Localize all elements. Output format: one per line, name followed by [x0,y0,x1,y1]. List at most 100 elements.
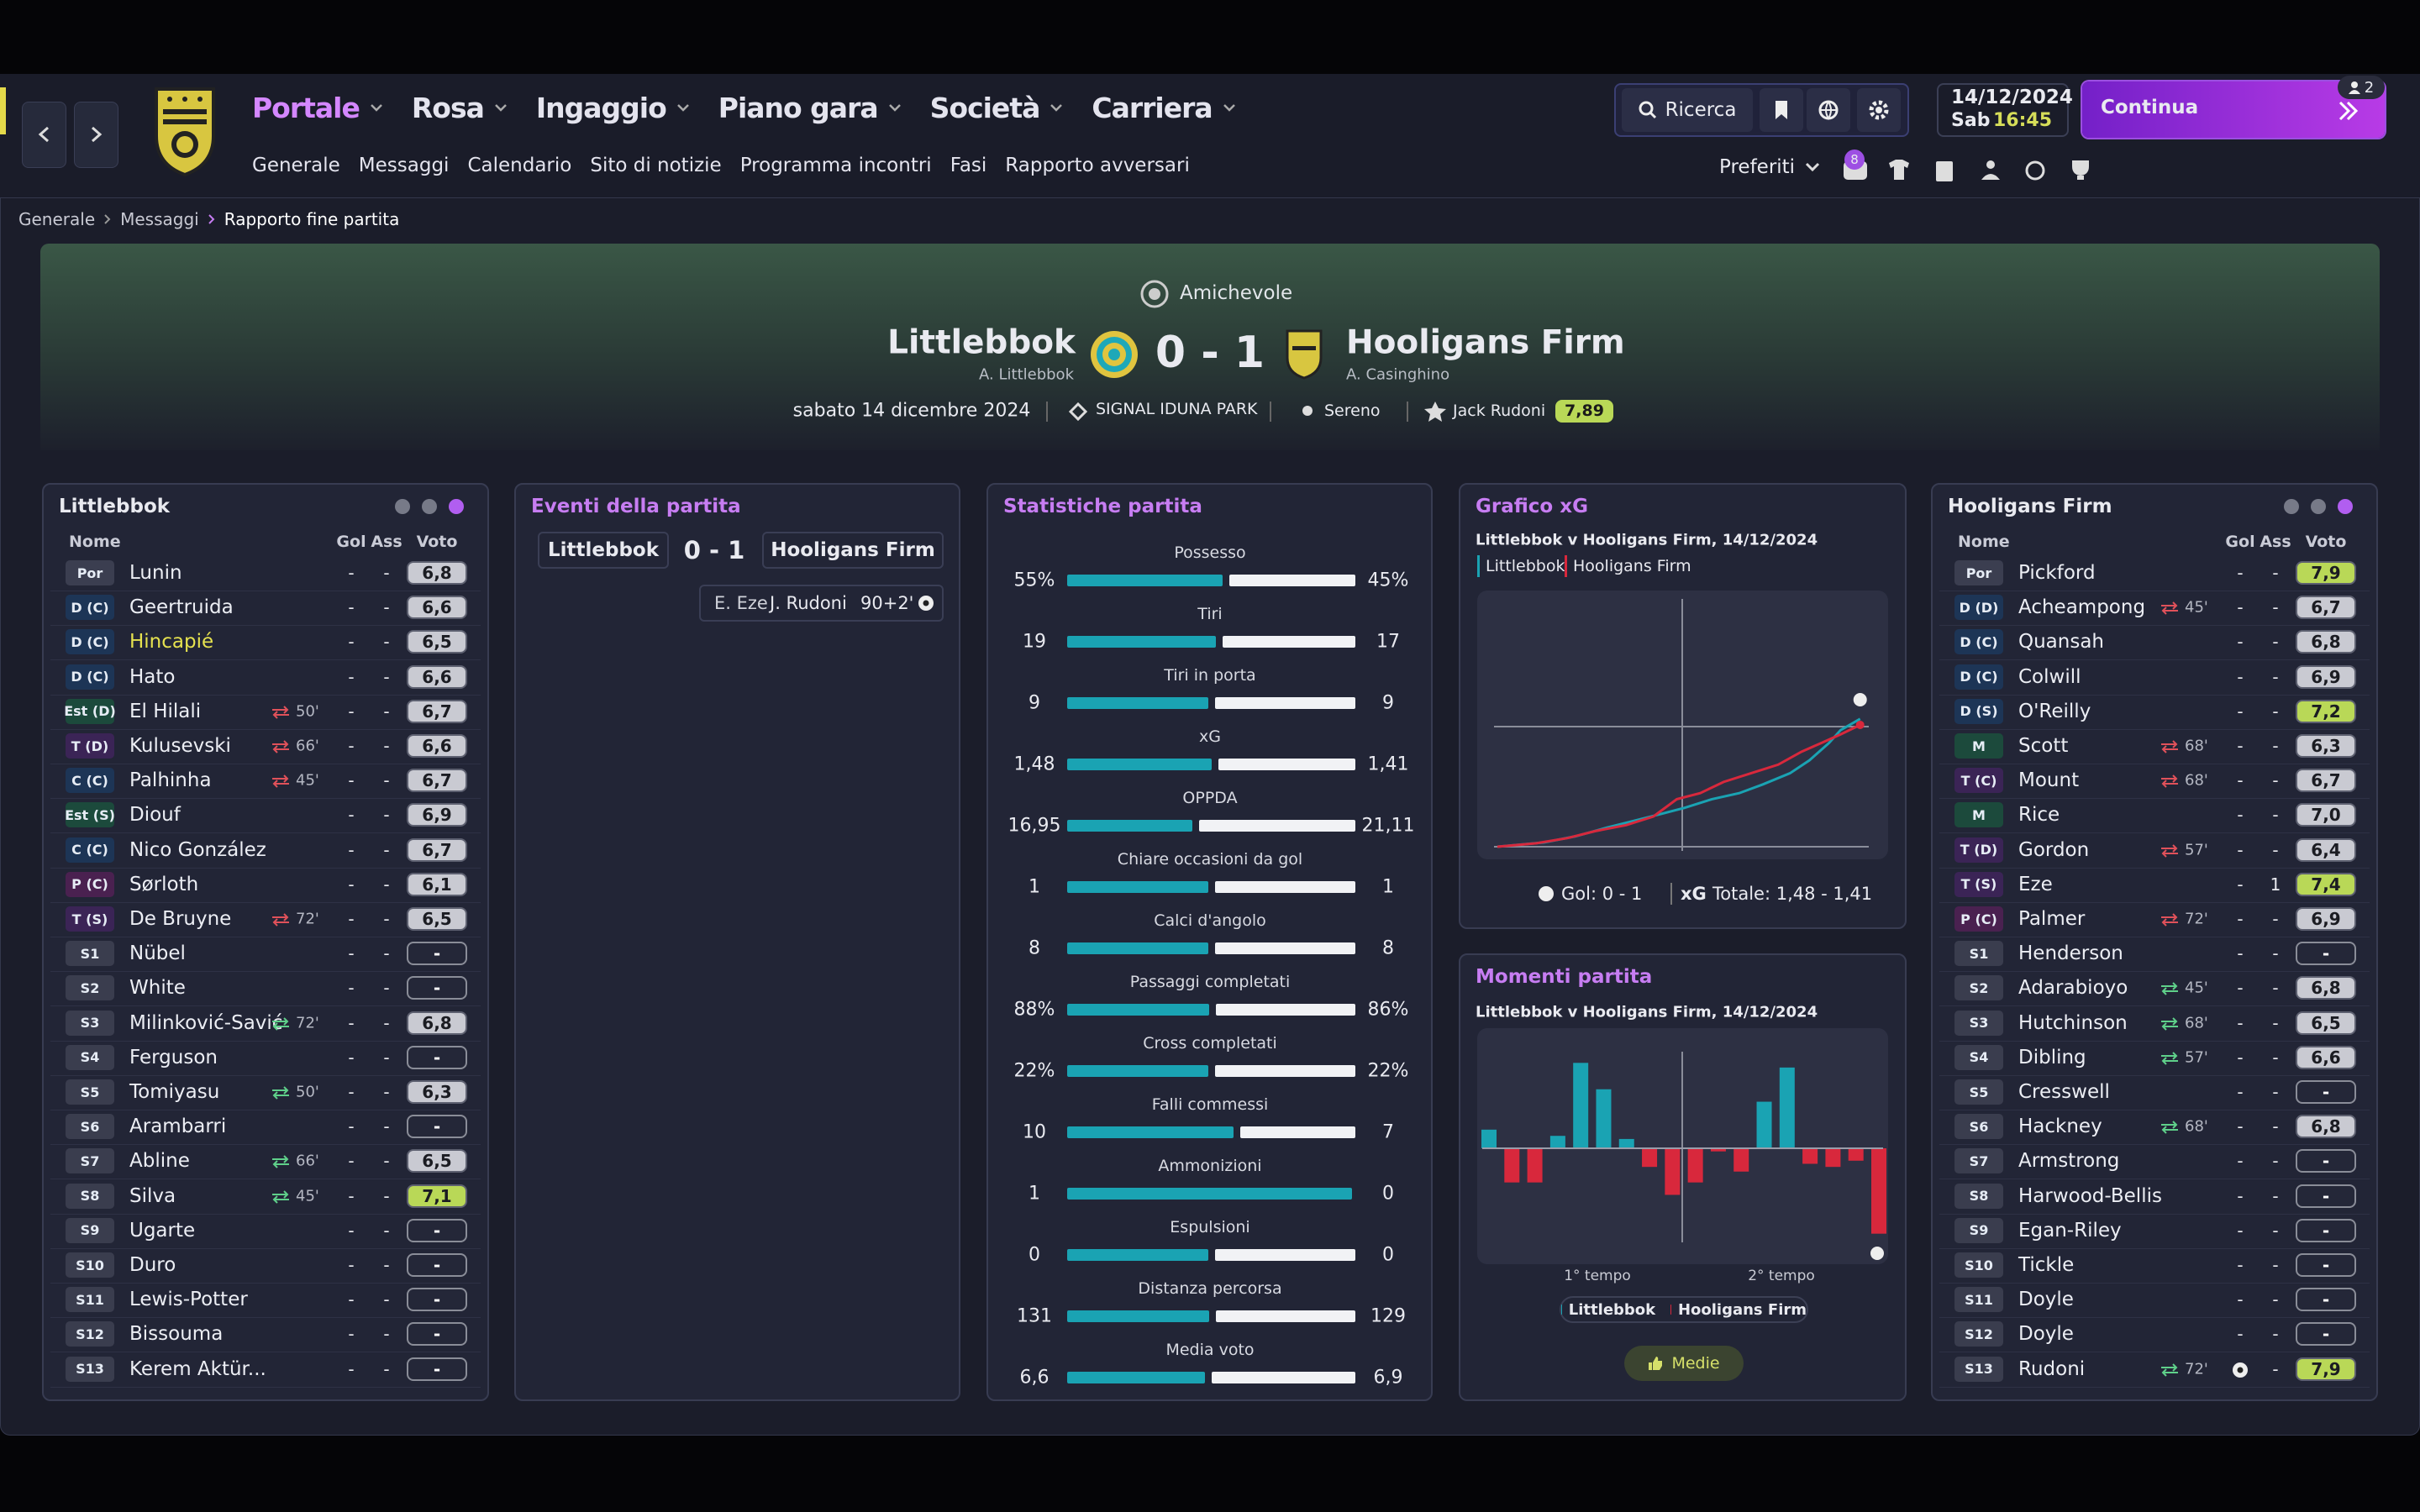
nav-tab[interactable]: Rosa [412,92,508,124]
player-row[interactable]: S2 White - - - [50,971,481,1007]
player-row[interactable]: S10 Duro - - - [50,1248,481,1284]
player-row[interactable]: C (C) Nico González - -6,7 [50,833,481,869]
player-row[interactable]: S5 Cresswell - - - [1939,1075,2370,1110]
position-badge: P (C) [66,871,114,897]
breadcrumb-item[interactable]: Generale [18,209,96,229]
player-row[interactable]: T (C) Mount 68' - -6,7 [1939,764,2370,800]
player-row[interactable]: S13 Rudoni 72' -7,9 [1939,1352,2370,1388]
player-row[interactable]: P (C) Palmer 72' - -6,9 [1939,902,2370,937]
player-row[interactable]: S8 Harwood-Bellis - - - [1939,1179,2370,1215]
player-row[interactable]: D (D) Acheampong 45' - -6,7 [1939,591,2370,627]
player-row[interactable]: S4 Dibling 57' - -6,6 [1939,1041,2370,1076]
favorites-dropdown[interactable]: Preferiti [1719,156,1820,178]
position-badge: P (C) [1954,906,2003,932]
nav-tab[interactable]: Piano gara [718,92,902,124]
player-row[interactable]: T (D) Kulusevski 66' - -6,6 [50,729,481,764]
player-row[interactable]: Por Lunin - -6,8 [50,556,481,591]
player-row[interactable]: S11 Doyle - - - [1939,1283,2370,1319]
position-badge: S11 [1954,1287,2003,1313]
player-row[interactable]: Est (D) El Hilali 50' - -6,7 [50,695,481,730]
sub-icon [272,1086,289,1100]
search-button[interactable]: Ricerca [1622,88,1753,132]
moment-bar [1596,1089,1612,1148]
player-row[interactable]: D (C) Geertruida - -6,6 [50,591,481,627]
player-row[interactable]: T (S) Eze - 1 7,4 [1939,868,2370,903]
player-row[interactable]: P (C) Sørloth - -6,1 [50,868,481,903]
player-row[interactable]: D (C) Hato - -6,6 [50,660,481,696]
player-name: Hincapié [129,631,214,654]
player-row[interactable]: T (D) Gordon 57' - -6,4 [1939,833,2370,869]
player-row[interactable]: S8 Silva 45' - -7,1 [50,1179,481,1215]
player-row[interactable]: S7 Armstrong - - - [1939,1144,2370,1180]
player-row[interactable]: D (C) Hincapié - -6,5 [50,625,481,661]
match-date: sabato 14 dicembre 2024 [792,400,1031,422]
nav-subtab[interactable]: Calendario [467,155,572,176]
player-row[interactable]: Est (S) Diouf - -6,9 [50,798,481,834]
nav-tab[interactable]: Carriera [1092,92,1235,124]
position-badge: S4 [66,1044,114,1070]
player-row[interactable]: S2 Adarabioyo 45' - -6,8 [1939,971,2370,1007]
nav-subtab[interactable]: Rapporto avversari [1005,155,1190,176]
player-row[interactable]: S5 Tomiyasu 50' - -6,3 [50,1075,481,1110]
player-row[interactable]: S6 Arambarri - - - [50,1110,481,1146]
forward-button[interactable] [74,102,118,168]
player-row[interactable]: D (C) Quansah - -6,8 [1939,625,2370,661]
moments-panel: Momenti partita Littlebbok v Hooligans Fi… [1459,953,1907,1401]
stat-label: Ammonizioni [1158,1157,1262,1175]
player-row[interactable]: S1 Henderson - - - [1939,937,2370,973]
player-row[interactable]: S1 Nübel - - - [50,937,481,973]
breadcrumb-item[interactable]: Messaggi [120,209,199,229]
back-button[interactable] [22,102,66,168]
position-badge: T (C) [1954,768,2003,794]
player-row[interactable]: S3 Milinković-Savić 72' - -6,8 [50,1006,481,1042]
player-row[interactable]: C (C) Palhinha 45' - -6,7 [50,764,481,800]
position-badge: S3 [66,1010,114,1036]
player-name: Adarabioyo [2018,977,2128,1000]
nav-subtab[interactable]: Generale [252,155,340,176]
goals: - [2237,1289,2244,1310]
averages-button[interactable]: Medie [1624,1346,1744,1381]
nav-subtab[interactable]: Fasi [950,155,987,176]
player-row[interactable]: S11 Lewis-Potter - - - [50,1283,481,1319]
sub-arrows [2161,740,2178,753]
player-row[interactable]: S6 Hackney 68' - -6,8 [1939,1110,2370,1146]
goal-marker [1855,720,1865,729]
nav-tab[interactable]: Portale [252,92,383,124]
player-name: Quansah [2018,631,2105,654]
player-name: Hato [129,665,176,688]
player-row[interactable]: T (S) De Bruyne 72' - -6,5 [50,902,481,937]
player-row[interactable]: S13 Kerem Aktür... - - - [50,1352,481,1388]
sub-arrows [272,1189,289,1204]
nav-tab[interactable]: Ingaggio [536,92,690,124]
player-row[interactable]: M Scott 68' - -6,3 [1939,729,2370,764]
globe-button[interactable] [1807,88,1850,132]
nav-subtab[interactable]: Programma incontri [739,155,932,176]
nav-subtab[interactable]: Messaggi [358,155,450,176]
nav-tab[interactable]: Società [930,92,1064,124]
goals: - [348,1185,355,1206]
player-row[interactable]: S7 Abline 66' - -6,5 [50,1144,481,1180]
goal-icon [918,596,934,611]
goals: - [348,736,355,756]
player-row[interactable]: D (C) Colwill - -6,9 [1939,660,2370,696]
continue-button[interactable]: Continua [2082,81,2385,138]
player-row[interactable]: S4 Ferguson - - - [50,1041,481,1076]
player-row[interactable]: S9 Ugarte - - - [50,1214,481,1249]
assists: - [2272,1255,2279,1275]
player-row[interactable]: S12 Doyle - - - [1939,1317,2370,1353]
nav-subtab[interactable]: Sito di notizie [590,155,722,176]
player-row[interactable]: M Rice - -7,0 [1939,798,2370,834]
goals: - [2237,978,2244,999]
player-row[interactable]: D (S) O'Reilly - -7,2 [1939,695,2370,730]
back-icon [38,126,49,143]
bookmark-button[interactable] [1760,88,1803,132]
player-row[interactable]: S10 Tickle - - - [1939,1248,2370,1284]
sub-minute: 50' [296,702,319,721]
player-row[interactable]: S12 Bissouma - - - [50,1317,481,1353]
goals: - [348,1151,355,1172]
position-badge: S13 [1954,1356,2003,1382]
player-row[interactable]: S3 Hutchinson 68' - -6,5 [1939,1006,2370,1042]
player-row[interactable]: S9 Egan-Riley - - - [1939,1214,2370,1249]
player-row[interactable]: Por Pickford - -7,9 [1939,556,2370,591]
settings-button[interactable] [1857,88,1901,132]
